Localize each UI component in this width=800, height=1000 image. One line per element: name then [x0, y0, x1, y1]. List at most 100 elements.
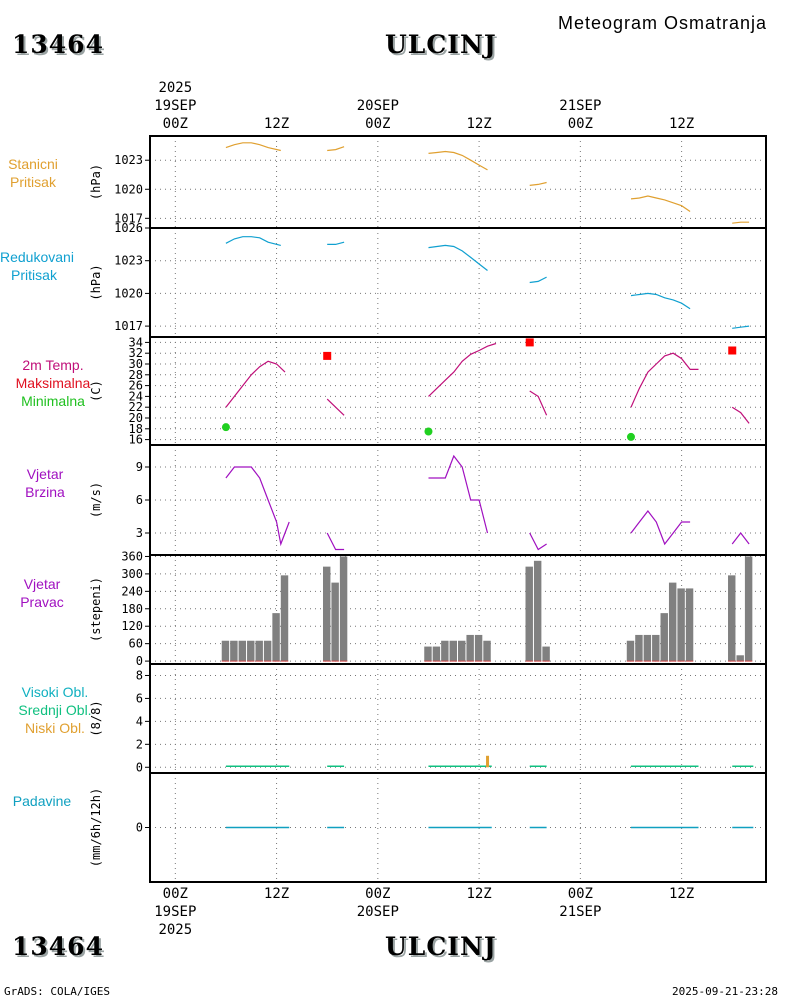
wind-dir-bar: [441, 640, 449, 662]
wind-speed-label-line1: Vjetar: [26, 466, 64, 482]
pressure-y-axis-label: (hPa): [89, 164, 103, 200]
temperature-y-tick-label: 30: [129, 357, 143, 371]
wind-dir-bar: [272, 613, 280, 662]
temp-label-line1: 2m Temp.: [22, 357, 84, 373]
wind-dir-bar: [432, 646, 441, 662]
wind-dir-bar: [263, 640, 272, 662]
top-axis-hour-label: 00Z: [365, 116, 390, 132]
pressure-series-line: [327, 146, 345, 152]
wind-dir-bar: [247, 640, 255, 662]
temperature-y-tick-label: 26: [129, 379, 143, 393]
clouds-y-tick-label: 8: [136, 668, 143, 682]
wind-dir-bar: [677, 588, 685, 662]
wind_dir-y-tick-label: 360: [121, 549, 143, 563]
wind-dir-bar: [643, 634, 652, 662]
grads-credit: GrADS: COLA/IGES: [4, 985, 110, 998]
wind-dir-bar: [635, 634, 643, 662]
bottom-axis-date-label: 21SEP: [559, 904, 601, 920]
reduced-y-tick-label: 1023: [114, 254, 143, 268]
min-temp-marker: [424, 427, 433, 436]
temperature-panel-label: 2m Temp. Maksimalna Minimalna: [0, 356, 106, 410]
reduced-panel-label: Redukovani Pritisak: [0, 248, 74, 284]
station-id-bottom: 13464: [12, 932, 104, 961]
reduced-y-tick-label: 1020: [114, 286, 143, 300]
temperature-y-tick-label: 32: [129, 346, 143, 360]
station-id-top: 13464: [12, 30, 104, 59]
temperature-series-line: [326, 398, 345, 416]
clouds-label-line3: Niski Obl.: [25, 720, 85, 736]
pressure-panel-label: Stanicni Pritisak: [0, 155, 66, 191]
station-name-top: ULCINJ: [385, 30, 497, 59]
timestamp: 2025-09-21-23:28: [672, 985, 778, 998]
clouds-y-tick-label: 0: [136, 760, 143, 774]
reduced-series-line: [428, 244, 488, 271]
pressure-series-line: [630, 195, 691, 212]
reduced-y-tick-label: 1026: [114, 221, 143, 235]
wind-dir-panel-label: Vjetar Pravac: [0, 575, 84, 611]
wind-dir-bar: [668, 582, 677, 662]
wind-dir-bar: [525, 566, 533, 662]
top-axis-hour-label: 00Z: [568, 116, 593, 132]
reduced-series-line: [732, 325, 750, 329]
precip-y-tick-label: 0: [136, 821, 143, 835]
wind_dir-y-axis-label: (stepeni): [89, 577, 103, 642]
pressure-y-tick-label: 1017: [114, 211, 143, 225]
temperature-series-line: [529, 390, 548, 416]
wind-speed-label-line2: Brzina: [25, 484, 65, 500]
bottom-axis-hour-label: 00Z: [568, 886, 593, 902]
reduced-y-tick-label: 1017: [114, 319, 143, 333]
temperature-series-line: [225, 360, 286, 408]
wind-dir-bar: [744, 556, 753, 662]
wind_speed-series-line: [529, 532, 547, 551]
wind-dir-bar: [458, 640, 466, 662]
wind_speed-series-line: [326, 532, 345, 551]
wind-dir-bar: [626, 640, 635, 662]
meteogram-title: Meteogram Osmatranja: [558, 13, 768, 33]
pressure-series-line: [732, 221, 750, 224]
bottom-axis-hour-label: 00Z: [163, 886, 188, 902]
pressure-panel: [145, 135, 767, 229]
wind_speed-y-tick-label: 3: [136, 526, 143, 540]
wind-dir-bar: [483, 640, 491, 662]
wind-dir-bar: [736, 655, 744, 662]
temperature-y-axis-label: (C): [89, 380, 103, 402]
pressure-frame: [149, 135, 767, 229]
reduced-panel: [145, 227, 767, 338]
pressure-series-line: [225, 142, 281, 152]
precip-panel-label: Padavine: [0, 792, 84, 810]
reduced-label-line2: Pritisak: [11, 267, 57, 283]
wind-dir-bar: [339, 556, 348, 662]
top-axis-year-label: 2025: [158, 80, 192, 96]
clouds-frame: [149, 663, 767, 774]
wind_dir-y-tick-label: 180: [121, 602, 143, 616]
wind-dir-bar: [221, 640, 230, 662]
pressure-series-line: [428, 150, 488, 171]
reduced-series-line: [225, 236, 281, 246]
low-cloud-bar: [486, 755, 490, 768]
wind_speed-y-tick-label: 6: [136, 493, 143, 507]
top-axis-date-label: 19SEP: [154, 98, 196, 114]
pressure-label-line1: Stanicni: [8, 156, 58, 172]
temperature-y-tick-label: 34: [129, 335, 143, 349]
wind_dir-y-tick-label: 300: [121, 567, 143, 581]
pressure-y-tick-label: 1020: [114, 182, 143, 196]
wind_dir-y-tick-label: 120: [121, 619, 143, 633]
pressure-y-tick-label: 1023: [114, 153, 143, 167]
top-axis-hour-label: 12Z: [669, 116, 694, 132]
temperature-y-tick-label: 24: [129, 389, 143, 403]
wind-dir-label-line1: Vjetar: [23, 576, 61, 592]
bottom-axis-year-label: 2025: [158, 922, 192, 938]
wind-dir-bar: [728, 575, 736, 662]
reduced-series-line: [630, 292, 691, 310]
wind-dir-bar: [474, 634, 483, 662]
top-axis-hour-label: 12Z: [264, 116, 289, 132]
clouds-y-tick-label: 2: [136, 737, 143, 751]
bottom-axis-hour-label: 12Z: [264, 886, 289, 902]
station-name-bottom: ULCINJ: [385, 932, 497, 961]
temperature-series-line: [731, 406, 750, 424]
max-temp-marker: [323, 351, 332, 360]
reduced-y-axis-label: (hPa): [89, 264, 103, 300]
wind_speed-series-line: [428, 454, 489, 534]
clouds-panel-label: Visoki Obl. Srednji Obl. Niski Obl.: [0, 683, 110, 737]
wind-dir-bar: [238, 640, 247, 662]
